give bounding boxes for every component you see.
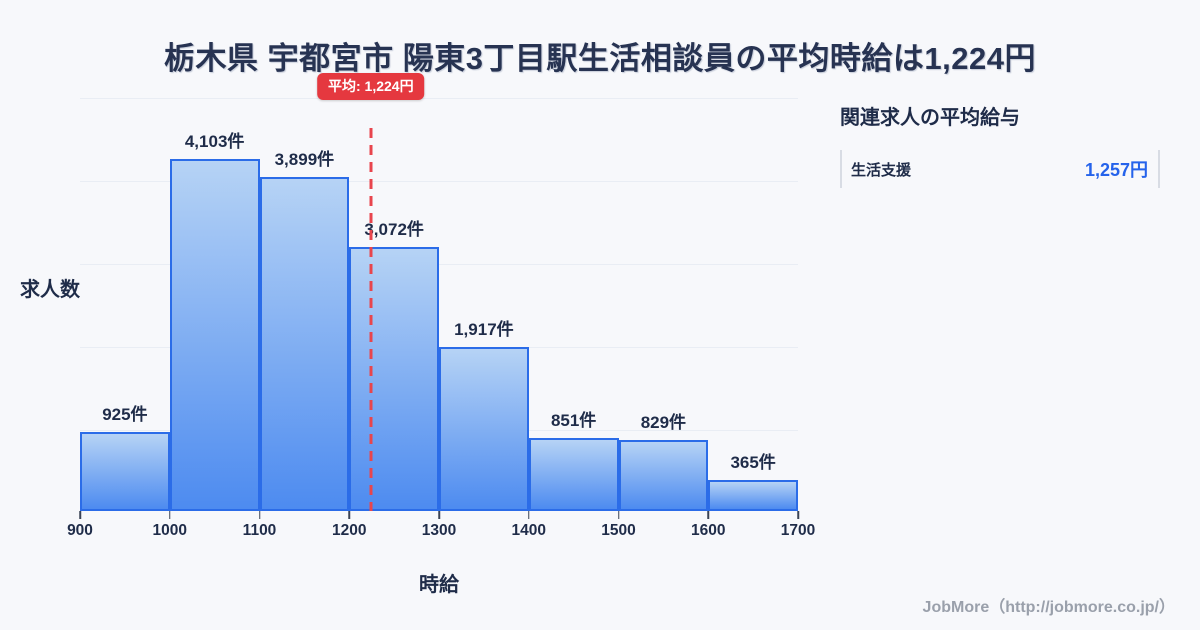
bar-value-label: 925件 [102, 404, 148, 424]
x-axis-label: 時給 [419, 574, 459, 596]
x-tick-mark [348, 511, 350, 519]
x-tick-label: 1200 [332, 522, 367, 539]
histogram-bar [349, 247, 439, 511]
histogram-bar [80, 431, 170, 511]
x-tick-label: 1600 [691, 522, 726, 539]
bar-value-label: 4,103件 [184, 132, 245, 151]
gridline [80, 98, 798, 99]
x-tick-label: 1700 [780, 522, 816, 539]
x-tick-label: 900 [67, 522, 93, 539]
related-job-value: 1,257円 [1084, 160, 1148, 180]
x-tick-mark [169, 511, 171, 519]
y-axis-label: 求人数 [20, 279, 80, 301]
x-tick-label: 1300 [421, 522, 457, 539]
histogram-bar [618, 439, 709, 511]
bar-value-label: 1,917件 [454, 319, 514, 339]
bar-value-label: 851件 [550, 411, 597, 430]
gridline [80, 264, 798, 265]
histogram-plot-area: 925件 4,103件 3,899件 3,072件 1,917件 851件 829件 365件… [67, 73, 815, 539]
x-tick-label: 1100 [242, 522, 277, 539]
x-tick-label: 1000 [152, 522, 187, 539]
x-tick-mark [707, 511, 709, 519]
mean-value-badge: 平均: 1,224円 [316, 73, 425, 100]
histogram-bar [528, 438, 619, 511]
x-tick-mark [528, 511, 530, 519]
bar-value-label: 3,899件 [274, 149, 335, 169]
x-tick-label: 1500 [601, 522, 636, 539]
bar-value-label: 365件 [730, 452, 776, 472]
bar-value-label: 3,072件 [364, 220, 424, 240]
histogram-bar [259, 176, 350, 511]
x-tick-mark [79, 511, 81, 519]
x-tick-mark [438, 511, 440, 519]
x-tick-mark [617, 511, 620, 519]
related-job-label: 生活支援 [851, 161, 912, 179]
histogram-bar [169, 159, 260, 511]
x-tick-mark [258, 511, 261, 519]
x-tick-mark [797, 511, 799, 519]
page-title: 栃木県 宇都宮市 陽東3丁目駅生活相談員の平均時給は1,224円 [163, 41, 1037, 76]
related-jobs-panel: 関連求人の平均給与 生活支援 1,257円 [840, 101, 1160, 188]
x-tick-label: 1400 [511, 522, 546, 539]
related-jobs-heading: 関連求人の平均給与 [840, 107, 1020, 129]
bar-value-label: 829件 [640, 412, 687, 432]
gridline [80, 181, 798, 182]
mean-dashed-line [369, 128, 373, 511]
histogram-bar [439, 346, 529, 511]
credit-text: JobMore（http://jobmore.co.jp/） [922, 599, 1175, 616]
histogram-bar [708, 479, 798, 511]
related-job-row: 生活支援 1,257円 [840, 150, 1160, 188]
